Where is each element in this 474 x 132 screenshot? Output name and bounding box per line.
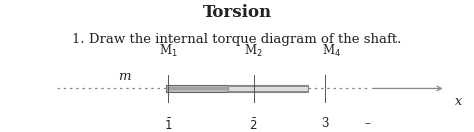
- Text: M$_4$: M$_4$: [322, 43, 341, 59]
- Text: M$_2$: M$_2$: [244, 43, 263, 59]
- Text: 3: 3: [321, 117, 328, 130]
- FancyBboxPatch shape: [166, 85, 228, 92]
- Text: 1. Draw the internal torque diagram of the shaft.: 1. Draw the internal torque diagram of t…: [73, 33, 401, 46]
- FancyBboxPatch shape: [228, 85, 308, 92]
- Text: M$_1$: M$_1$: [159, 43, 178, 59]
- Text: m: m: [118, 70, 130, 83]
- Text: $\bar{2}$: $\bar{2}$: [249, 117, 258, 132]
- Text: x: x: [455, 95, 462, 108]
- Text: $\bar{1}$: $\bar{1}$: [164, 117, 173, 132]
- Text: –: –: [365, 117, 370, 130]
- Text: Torsion: Torsion: [202, 4, 272, 21]
